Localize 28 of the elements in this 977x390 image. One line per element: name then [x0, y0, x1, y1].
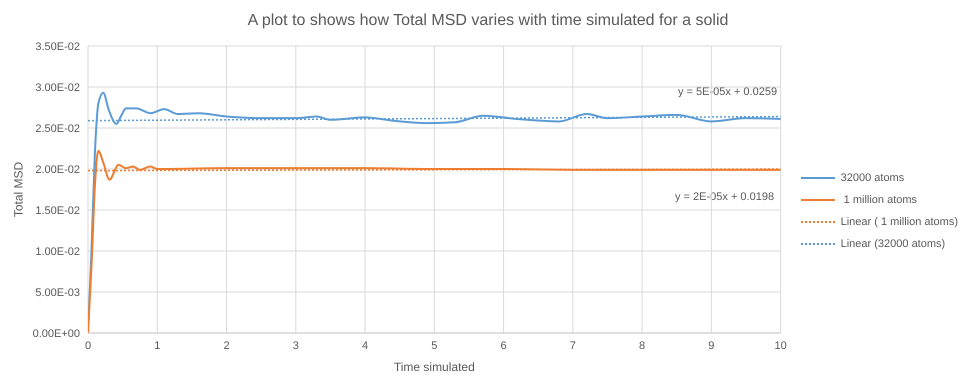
y-tick-label: 3.00E-02	[35, 82, 80, 94]
legend-label: 1 million atoms	[842, 194, 918, 206]
x-tick-label: 0	[84, 340, 92, 352]
legend-label: Linear (32000 atoms)	[840, 238, 946, 250]
y-tick-label: 0.00E+00	[32, 328, 80, 340]
x-tick-label: 2	[223, 340, 230, 352]
x-axis-title: Time simulated	[394, 360, 475, 374]
y-tick-label: 3.50E-02	[35, 40, 80, 53]
x-tick-label: 8	[639, 340, 646, 352]
y-axis-title: Total MSD	[11, 162, 26, 218]
y-tick-label: 2.00E-02	[35, 164, 80, 176]
legend-label: 32000 atoms	[840, 172, 904, 184]
y-tick-label: 5.00E-03	[35, 286, 80, 299]
x-tick-label: 1	[154, 340, 160, 352]
y-tick-label: 2.50E-02	[35, 122, 80, 135]
y-tick-label: 1.50E-02	[35, 204, 80, 217]
legend-label: Linear ( 1 million atoms)	[840, 216, 958, 228]
x-tick-label: 4	[362, 340, 368, 352]
x-tick-label: 10	[774, 340, 787, 352]
annotation: y = 2E-05x + 0.0198	[675, 191, 774, 203]
x-tick-label: 3	[292, 340, 299, 352]
x-tick-label: 7	[570, 340, 576, 352]
annotation: y = 5E-05x + 0.0259	[678, 86, 778, 98]
x-tick-label: 9	[708, 340, 714, 352]
chart-title: A plot to shows how Total MSD varies with time simulated for a solid	[246, 11, 730, 31]
x-tick-label: 6	[500, 340, 507, 352]
y-tick-label: 1.00E-02	[35, 246, 80, 258]
x-tick-label: 5	[431, 340, 438, 352]
